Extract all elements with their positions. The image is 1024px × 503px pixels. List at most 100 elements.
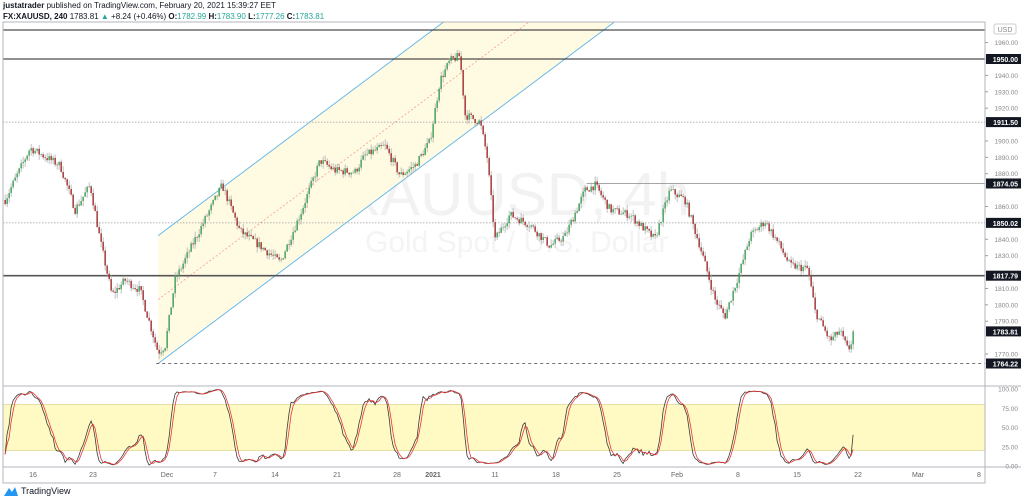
candle-body bbox=[540, 233, 542, 240]
candle-body bbox=[66, 179, 68, 186]
publisher-name[interactable]: justatrader bbox=[3, 1, 45, 10]
candle-body bbox=[244, 232, 246, 235]
candle-body bbox=[522, 217, 524, 222]
candle-body bbox=[768, 223, 770, 232]
candle-body bbox=[426, 142, 428, 148]
price-tick-label: 1770.00 bbox=[995, 352, 1019, 359]
candle-body bbox=[554, 238, 556, 244]
time-tick-label: 7 bbox=[213, 472, 217, 479]
candle-body bbox=[682, 196, 684, 197]
candle-body bbox=[376, 147, 378, 151]
price-tick-label: 1900.00 bbox=[995, 138, 1019, 145]
candle-body bbox=[778, 240, 780, 242]
tradingview-logo-icon bbox=[4, 487, 18, 496]
price-tick-label: 1890.00 bbox=[995, 155, 1019, 162]
candle-body bbox=[410, 167, 412, 170]
candle-body bbox=[598, 184, 600, 191]
candle-body bbox=[574, 212, 576, 222]
candle-body bbox=[400, 172, 402, 175]
candle-body bbox=[834, 331, 836, 337]
candle-body bbox=[850, 344, 852, 350]
candle-body bbox=[506, 223, 508, 227]
channel-median-line bbox=[157, 21, 530, 300]
candle-body bbox=[626, 210, 628, 218]
tradingview-logo[interactable]: TradingView bbox=[4, 486, 71, 496]
stochastic-tick-label: 50.00 bbox=[1002, 425, 1019, 432]
candle-body bbox=[228, 199, 230, 202]
candle-body bbox=[440, 75, 442, 89]
open-label: O: bbox=[168, 12, 178, 21]
candle-body bbox=[644, 226, 646, 231]
currency-badge[interactable] bbox=[993, 23, 1017, 35]
price-tick-label: 1860.00 bbox=[995, 204, 1019, 211]
candle-body bbox=[556, 237, 558, 239]
stochastic-band bbox=[2, 404, 986, 451]
candle-body bbox=[188, 251, 190, 253]
candle-body bbox=[344, 168, 346, 175]
price-level-label: 1950.00 bbox=[993, 57, 1018, 64]
candle-body bbox=[100, 233, 102, 242]
candle-body bbox=[434, 107, 436, 124]
price-tick-label: 1790.00 bbox=[995, 319, 1019, 326]
candle-body bbox=[458, 53, 460, 57]
candle-body bbox=[632, 215, 634, 216]
candle-body bbox=[10, 187, 12, 194]
candle-body bbox=[544, 237, 546, 238]
candle-body bbox=[274, 254, 276, 256]
candle-body bbox=[332, 167, 334, 169]
price-tick-label: 1880.00 bbox=[995, 171, 1019, 178]
candle-body bbox=[36, 148, 38, 151]
candle-body bbox=[584, 187, 586, 192]
candle-body bbox=[184, 258, 186, 264]
candle-body bbox=[276, 254, 278, 258]
candle-body bbox=[706, 261, 708, 272]
candle-body bbox=[314, 176, 316, 178]
candle-body bbox=[514, 217, 516, 219]
candle-body bbox=[464, 95, 466, 116]
candle-body bbox=[552, 243, 554, 245]
candle-body bbox=[52, 157, 54, 161]
candle-body bbox=[520, 217, 522, 224]
candle-body bbox=[298, 219, 300, 221]
candle-body bbox=[480, 120, 482, 126]
candle-body bbox=[442, 75, 444, 77]
candle-body bbox=[436, 100, 438, 108]
candle-body bbox=[154, 337, 156, 343]
candle-body bbox=[572, 219, 574, 222]
candle-body bbox=[340, 169, 342, 171]
candle-body bbox=[800, 264, 802, 272]
candle-body bbox=[132, 288, 134, 289]
candle-body bbox=[292, 232, 294, 240]
candle-body bbox=[114, 291, 116, 293]
candle-body bbox=[742, 259, 744, 264]
candle-body bbox=[62, 171, 64, 178]
published-text: published on TradingView.com, February 2… bbox=[46, 1, 276, 10]
candle-body bbox=[322, 160, 324, 164]
candle-body bbox=[214, 195, 216, 201]
candle-body bbox=[90, 186, 92, 193]
candle-body bbox=[124, 278, 126, 281]
candle-body bbox=[656, 234, 658, 236]
candle-body bbox=[712, 289, 714, 291]
candle-body bbox=[26, 155, 28, 160]
candle-body bbox=[664, 202, 666, 209]
candle-body bbox=[502, 227, 504, 229]
candle-body bbox=[366, 153, 368, 155]
candle-body bbox=[190, 243, 192, 252]
candle-body bbox=[810, 275, 812, 287]
candle-body bbox=[528, 226, 530, 228]
candle-body bbox=[564, 232, 566, 237]
candle-body bbox=[576, 211, 578, 213]
candle-body bbox=[628, 216, 630, 218]
candle-body bbox=[562, 236, 564, 242]
candle-body bbox=[460, 56, 462, 70]
last-price: 1783.81 bbox=[69, 12, 99, 21]
candle-body bbox=[80, 200, 82, 206]
candle-body bbox=[374, 149, 376, 151]
candle-body bbox=[498, 232, 500, 234]
symbol-legend: FX:XAUUSD, 240 1783.81 ▲ +8.24 (+0.46%) … bbox=[3, 12, 324, 21]
candle-body bbox=[786, 257, 788, 261]
candle-body bbox=[336, 167, 338, 173]
candle-body bbox=[816, 309, 818, 320]
